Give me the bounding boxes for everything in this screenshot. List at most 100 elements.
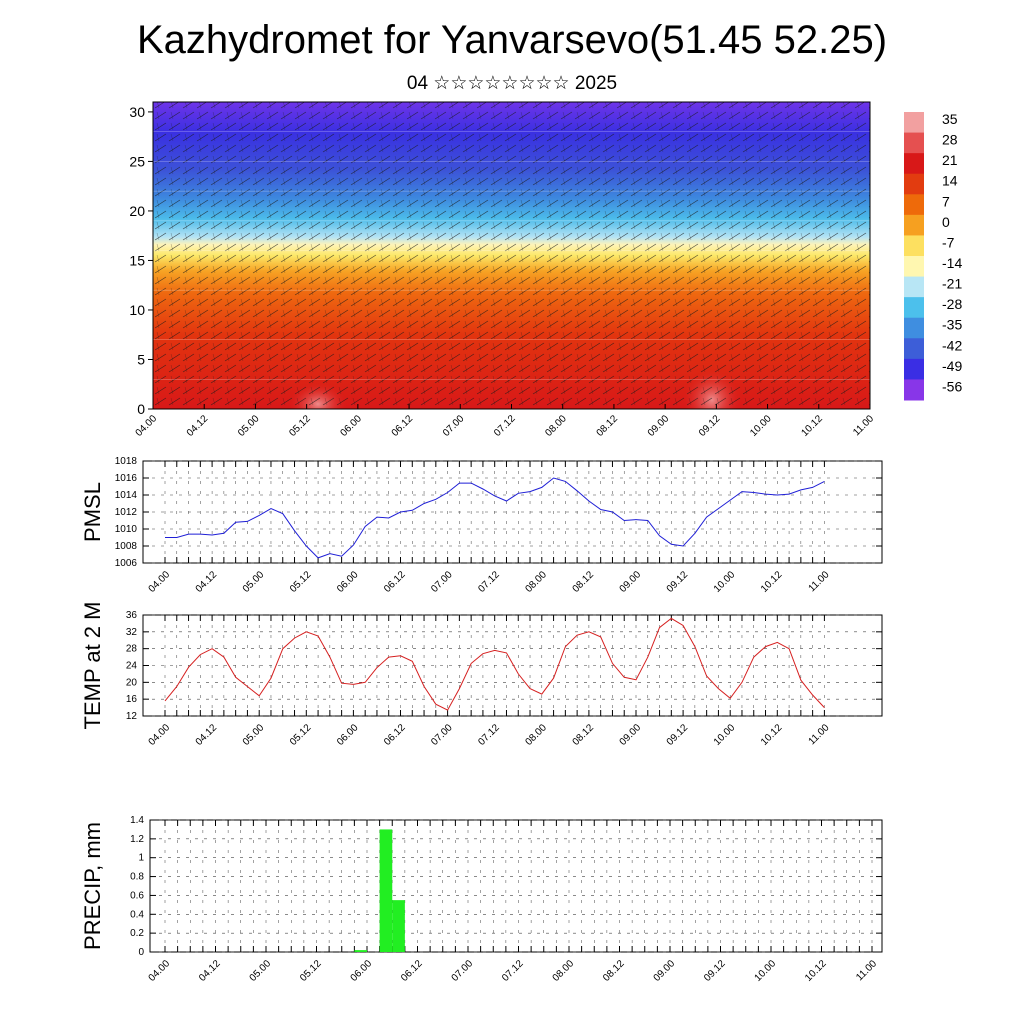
colorbar-label: 35	[942, 111, 958, 127]
y-tick-label: 0	[138, 947, 144, 958]
x-tick-label: 07.12	[492, 413, 518, 439]
plot-frame	[149, 819, 883, 953]
y-tick-label: 24	[126, 661, 138, 672]
x-tick-label: 07.00	[429, 569, 455, 595]
pmsl-chart: 1006 1008 1010 1012 1014 1016 1018 04.00 04.12 05…	[80, 456, 883, 595]
colorbar-swatch	[904, 173, 924, 195]
x-tick-label: 06.12	[390, 413, 416, 439]
y-tick-label: 0.8	[130, 872, 144, 883]
x-tick-label: 08.00	[551, 958, 577, 984]
colorbar-swatch	[904, 297, 924, 319]
x-tick-label: 09.00	[618, 722, 644, 748]
y-tick-label: 0.2	[130, 928, 144, 939]
x-tick-label: 07.00	[429, 722, 455, 748]
colorbar-swatch	[904, 235, 924, 257]
y-axis-label: PMSL	[80, 482, 105, 542]
colorbar-label: -56	[942, 378, 962, 394]
colorbar-swatch	[904, 276, 924, 298]
y-axis-label: PRECIP, mm	[80, 822, 105, 950]
precip-bar	[354, 950, 367, 952]
y-tick-label: 30	[129, 104, 145, 120]
precip-bar	[392, 900, 405, 952]
y-tick-label: 25	[129, 153, 145, 169]
y-tick-label: 10	[129, 302, 145, 318]
x-tick-label: 11.00	[807, 722, 832, 747]
y-tick-label: 1.4	[130, 815, 144, 826]
colorbar-swatch	[904, 338, 924, 360]
precip-bar	[379, 829, 393, 952]
colorbar-label: -7	[942, 234, 955, 250]
x-tick-label: 08.00	[523, 722, 549, 748]
x-tick-label: 09.00	[652, 958, 678, 984]
x-tick-label: 11.00	[851, 413, 876, 438]
x-tick-label: 04.12	[185, 413, 211, 439]
heatmap-field	[153, 102, 870, 409]
y-tick-label: 1	[138, 853, 144, 864]
y-tick-label: 0.4	[130, 909, 144, 920]
x-tick-label: 10.00	[753, 958, 779, 984]
x-tick-label: 08.12	[601, 958, 627, 984]
x-tick-label: 06.12	[382, 569, 408, 595]
x-tick-label: 10.12	[759, 722, 785, 748]
x-tick-label: 06.12	[399, 958, 425, 984]
x-tick-label: 10.12	[759, 569, 785, 595]
x-tick-label: 07.12	[476, 569, 502, 595]
colorbar-swatch	[904, 194, 924, 216]
x-tick-label: 06.00	[335, 569, 361, 595]
y-tick-label: 1014	[115, 490, 138, 501]
y-tick-label: 1008	[115, 541, 138, 552]
colorbar: 35 28 21 14 7 0 -7 -14 -21 -28 -35 -42 -49 -56	[904, 111, 962, 401]
colorbar-swatch	[904, 256, 924, 278]
colorbar-swatch	[904, 132, 924, 154]
x-tick-label: 06.00	[349, 958, 375, 984]
colorbar-swatch	[904, 214, 924, 236]
y-tick-label: 0	[137, 401, 145, 417]
colorbar-label: -21	[942, 276, 962, 292]
x-tick-label: 07.12	[500, 958, 526, 984]
y-tick-label: 5	[137, 351, 145, 367]
x-tick-label: 05.12	[288, 722, 314, 748]
colorbar-swatch	[904, 358, 924, 380]
colorbar-swatch	[904, 379, 924, 401]
colorbar-label: -14	[942, 255, 962, 271]
x-tick-label: 10.00	[748, 413, 774, 439]
x-tick-label: 08.00	[523, 569, 549, 595]
x-tick-label: 05.00	[248, 958, 274, 984]
temp-2m-chart: 12 16 20 24 28 32 36 04.00 04.12 05.00 05.12 06.00 0…	[80, 602, 883, 748]
colorbar-label: 0	[942, 214, 950, 230]
x-tick-label: 09.12	[665, 569, 691, 595]
x-tick-label: 09.12	[702, 958, 728, 984]
x-tick-label: 09.12	[665, 722, 691, 748]
precip-chart: 0 0.2 0.4 0.6 0.8 1 1.2 1.4 04.00 04.12 05.00 05.12…	[80, 815, 883, 984]
x-tick-label: 09.00	[646, 413, 672, 439]
x-tick-label: 08.12	[571, 722, 597, 748]
x-tick-label: 09.12	[697, 413, 723, 439]
x-tick-label: 05.12	[287, 413, 313, 439]
x-tick-label: 07.00	[441, 413, 467, 439]
x-tick-label: 05.00	[241, 569, 267, 595]
y-tick-label: 16	[126, 694, 138, 705]
x-tick-label: 07.00	[450, 958, 476, 984]
colorbar-swatch	[904, 153, 924, 175]
x-tick-label: 08.12	[595, 413, 621, 439]
y-tick-label: 12	[126, 711, 138, 722]
chart-title: Kazhydromet for Yanvarsevo(51.45 52.25)	[136, 18, 888, 62]
x-tick-label: 06.00	[339, 413, 365, 439]
x-tick-label: 05.12	[298, 958, 324, 984]
x-tick-label: 06.12	[382, 722, 408, 748]
x-tick-label: 04.12	[194, 722, 220, 748]
wind-vectors	[153, 102, 870, 409]
y-tick-label: 0.6	[130, 890, 144, 901]
x-tick-label: 06.00	[335, 722, 361, 748]
colorbar-label: -35	[942, 317, 962, 333]
x-tick-label: 10.12	[799, 413, 825, 439]
x-tick-label: 11.00	[854, 958, 879, 983]
y-tick-label: 1.2	[130, 834, 144, 845]
x-tick-label: 10.00	[712, 569, 738, 595]
x-tick-label: 10.12	[803, 958, 829, 984]
colorbar-label: 21	[942, 152, 958, 168]
x-tick-label: 10.00	[712, 722, 738, 748]
colorbar-label: -42	[942, 337, 962, 353]
x-tick-label: 08.00	[543, 413, 569, 439]
y-tick-label: 1006	[115, 558, 138, 569]
